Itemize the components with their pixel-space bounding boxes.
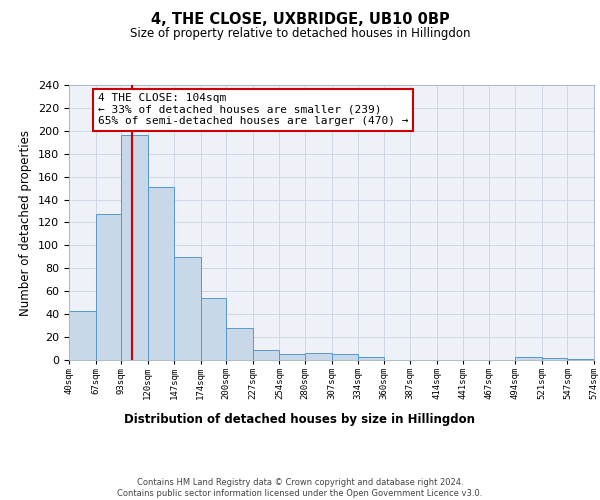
- Bar: [226, 328, 253, 360]
- Y-axis label: Number of detached properties: Number of detached properties: [19, 130, 32, 316]
- Bar: [148, 187, 174, 360]
- Bar: [358, 356, 383, 360]
- Bar: [568, 359, 594, 360]
- Bar: [331, 354, 358, 360]
- Bar: [280, 354, 305, 360]
- Bar: [594, 359, 600, 360]
- Text: Contains HM Land Registry data © Crown copyright and database right 2024.
Contai: Contains HM Land Registry data © Crown c…: [118, 478, 482, 498]
- Bar: [253, 350, 280, 360]
- Bar: [201, 298, 226, 360]
- Bar: [542, 358, 568, 360]
- Text: 4, THE CLOSE, UXBRIDGE, UB10 0BP: 4, THE CLOSE, UXBRIDGE, UB10 0BP: [151, 12, 449, 28]
- Bar: [174, 257, 201, 360]
- Bar: [305, 353, 331, 360]
- Bar: [121, 136, 148, 360]
- Bar: [69, 310, 95, 360]
- Bar: [95, 214, 121, 360]
- Text: Size of property relative to detached houses in Hillingdon: Size of property relative to detached ho…: [130, 28, 470, 40]
- Text: Distribution of detached houses by size in Hillingdon: Distribution of detached houses by size …: [125, 412, 476, 426]
- Bar: [515, 356, 542, 360]
- Text: 4 THE CLOSE: 104sqm
← 33% of detached houses are smaller (239)
65% of semi-detac: 4 THE CLOSE: 104sqm ← 33% of detached ho…: [98, 93, 409, 126]
